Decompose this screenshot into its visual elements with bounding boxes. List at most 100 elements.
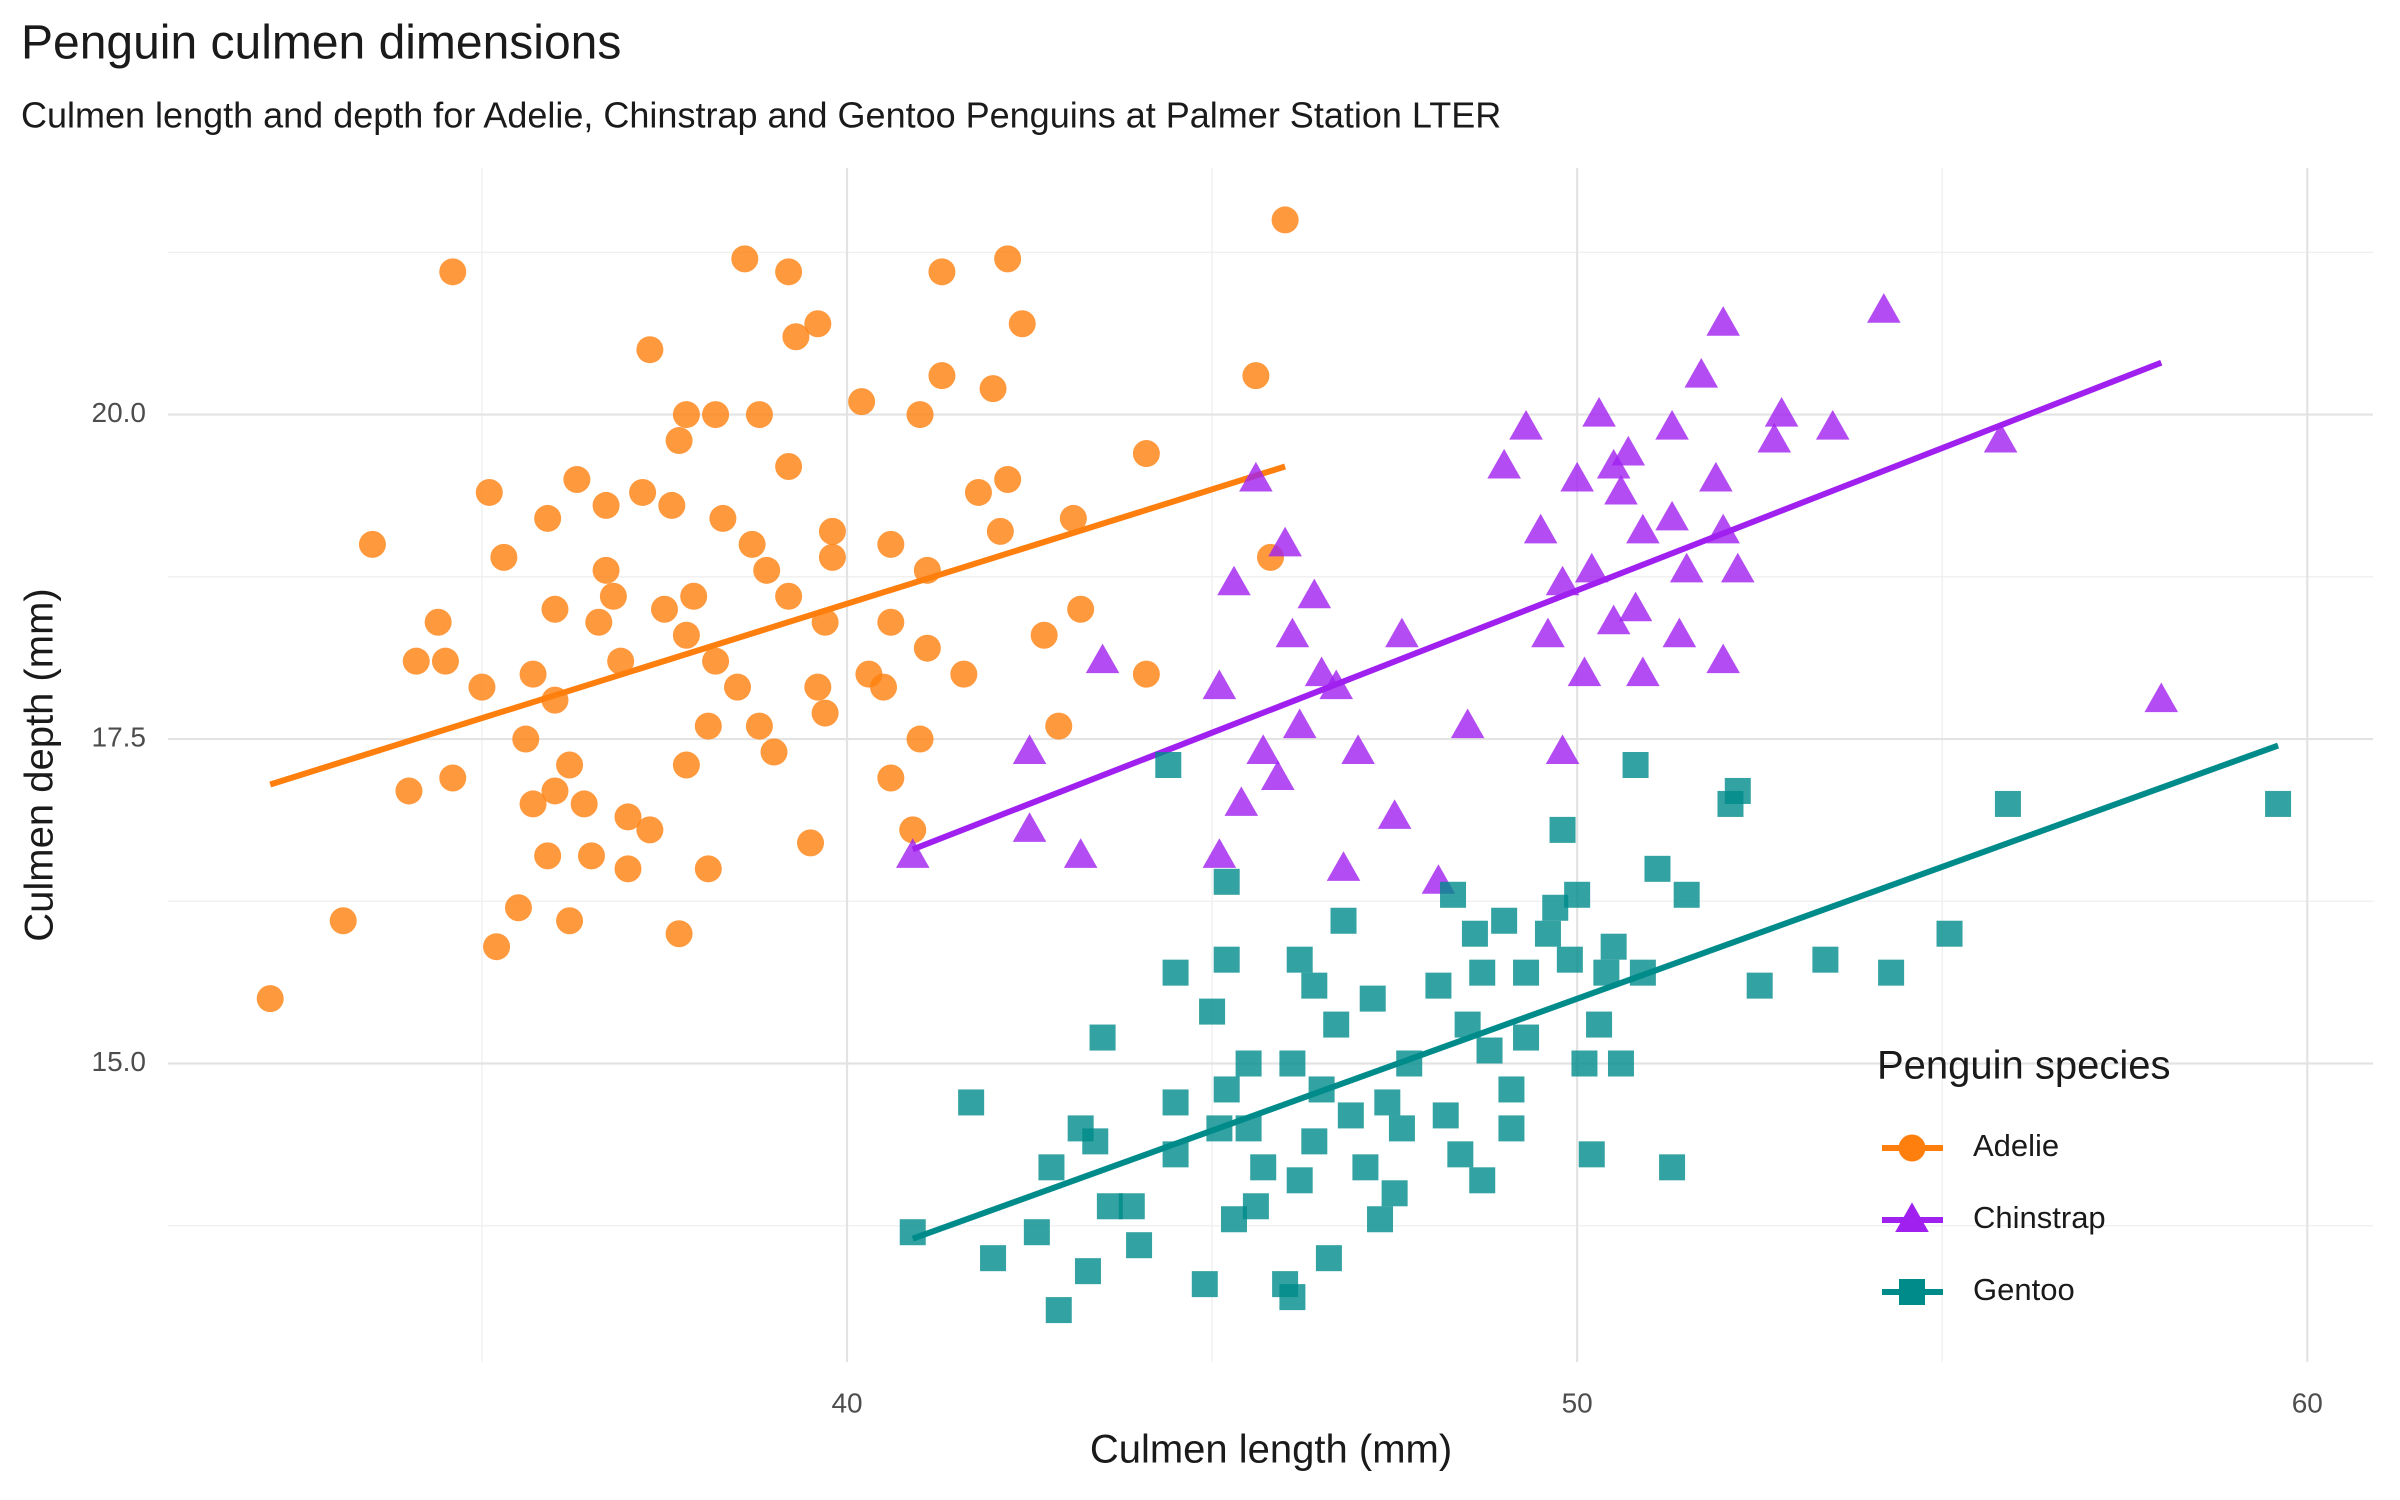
point [980,1245,1007,1272]
point [1706,513,1740,544]
point [1593,959,1620,986]
point [1162,1089,1189,1116]
point [650,595,678,623]
point [1082,1128,1109,1155]
point [877,764,905,792]
point [1662,617,1697,648]
point [1487,448,1521,479]
point [1604,474,1638,505]
point [1746,972,1773,999]
point [1509,409,1543,440]
legend-label: Chinstrap [1973,1200,2106,1235]
point [1191,1271,1218,1298]
trend-line [911,742,2280,1242]
point [1936,920,1963,947]
point [1447,1141,1474,1168]
point [1724,777,1751,804]
point [1045,712,1073,740]
point [1983,422,2018,453]
point [1815,409,1850,440]
point [1655,409,1689,440]
point [760,738,788,766]
point [964,478,992,506]
point [986,517,1014,545]
point [1275,617,1310,648]
point [570,790,598,818]
point [1523,513,1558,544]
point [1706,643,1740,674]
point [556,907,584,935]
point [1469,959,1496,986]
point [672,401,700,429]
point [1560,461,1594,492]
point [431,647,459,675]
point [490,543,518,571]
point [1282,708,1317,739]
point [256,985,284,1013]
point [1367,1206,1394,1233]
point [483,933,511,961]
point [1063,838,1098,868]
point [1315,1245,1342,1272]
chart-subtitle: Culmen length and depth for Adelie, Chin… [21,95,1501,136]
point [731,245,759,273]
point [563,465,591,493]
point [1531,617,1565,648]
point [1545,565,1580,596]
point [1432,1102,1459,1129]
point [1206,1115,1233,1142]
point [1213,1076,1240,1103]
point [1220,1206,1247,1233]
point [1720,552,1755,583]
legend-label: Gentoo [1973,1272,2075,1307]
legend-label: Adelie [1973,1128,2059,1163]
point [1286,946,1313,973]
point [577,842,605,870]
point [928,362,956,390]
point [1513,1024,1540,1051]
point [1126,1232,1153,1259]
point [1202,838,1237,868]
point [1213,946,1240,973]
point [1337,1102,1364,1129]
point [895,838,930,868]
point [439,258,467,286]
point [541,595,569,623]
point [1012,734,1047,765]
point [614,855,642,883]
point [804,310,832,338]
point [1202,669,1237,700]
point [1542,894,1569,921]
x-tick-label: 50 [1562,1387,1593,1418]
point [395,777,423,805]
point [1074,1258,1101,1285]
point [1440,881,1467,908]
point [585,608,613,636]
point [1319,669,1354,700]
point [1622,752,1649,778]
point [1498,1115,1525,1142]
point [1513,959,1540,986]
point [994,465,1022,493]
point [1574,552,1609,583]
point [636,336,664,364]
point [1271,206,1299,234]
point [1132,440,1160,468]
point [1377,799,1412,829]
point [402,647,430,675]
point [1085,643,1120,674]
point [1297,578,1332,609]
point [1326,851,1361,881]
point [1030,621,1058,649]
point [1162,1141,1189,1168]
points [256,206,2292,1324]
point [702,401,730,429]
x-axis-title: Culmen length (mm) [1090,1428,1452,1472]
point [1132,660,1160,688]
point [1396,1050,1423,1077]
point [694,855,722,883]
point [1607,1050,1634,1077]
point [1096,1193,1123,1220]
point [1217,565,1251,596]
